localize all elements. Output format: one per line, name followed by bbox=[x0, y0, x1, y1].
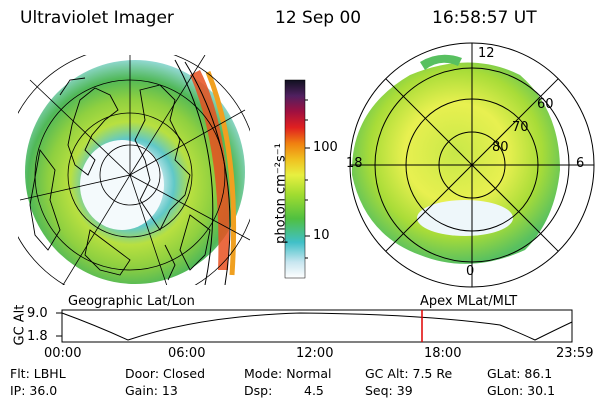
timeline-ylabel: GC Alt bbox=[12, 304, 28, 346]
right-panel-caption: Apex MLat/MLT bbox=[420, 294, 518, 309]
instrument-title: Ultraviolet Imager bbox=[20, 8, 174, 28]
status-glat: GLat: 86.1 bbox=[487, 366, 553, 381]
colorbar-tick-10: 10 bbox=[313, 228, 330, 243]
status-door: Door: Closed bbox=[125, 366, 206, 381]
left-panel-caption: Geographic Lat/Lon bbox=[68, 294, 195, 309]
status-ip: IP: 36.0 bbox=[10, 383, 58, 398]
status-dsp-label: Dsp: bbox=[244, 383, 273, 398]
timeline-xtick-1800: 18:00 bbox=[424, 346, 462, 361]
timeline-xtick-1200: 12:00 bbox=[296, 346, 334, 361]
date-label: 12 Sep 00 bbox=[275, 8, 362, 28]
timeline-ytick-high: 9.0 bbox=[27, 306, 48, 321]
timeline-xtick-2359: 23:59 bbox=[556, 346, 594, 361]
colorbar-unit-label: photon cm⁻²s⁻¹ bbox=[273, 143, 289, 244]
mlat-label-60: 60 bbox=[537, 97, 554, 112]
colorbar-tick-100: 100 bbox=[313, 140, 338, 155]
colorbar bbox=[284, 79, 306, 279]
status-mode: Mode: Normal bbox=[244, 366, 332, 381]
timeline-ytick-low: 1.8 bbox=[27, 329, 48, 344]
mlt-label-0: 0 bbox=[466, 264, 475, 279]
time-label: 16:58:57 UT bbox=[432, 8, 537, 28]
apex-polar-plot bbox=[349, 42, 595, 288]
timeline-xtick-0600: 06:00 bbox=[168, 346, 206, 361]
mlat-label-70: 70 bbox=[512, 120, 529, 135]
geographic-projection bbox=[18, 55, 250, 285]
mlt-label-18: 18 bbox=[346, 156, 363, 171]
status-gain: Gain: 13 bbox=[125, 383, 178, 398]
altitude-timeline bbox=[56, 309, 573, 343]
mlat-label-80: 80 bbox=[492, 140, 509, 155]
coastlines bbox=[29, 77, 211, 281]
timeline-xtick-0000: 00:00 bbox=[44, 346, 82, 361]
polar-cap-white bbox=[80, 140, 164, 230]
colorbar-ticks bbox=[305, 99, 310, 259]
status-gc-alt: GC Alt: 7.5 Re bbox=[365, 366, 453, 381]
status-seq: Seq: 39 bbox=[365, 383, 413, 398]
latlon-grid bbox=[18, 55, 250, 285]
mlt-label-6: 6 bbox=[576, 156, 585, 171]
status-flt: Flt: LBHL bbox=[10, 366, 66, 381]
status-dsp-value: 4.5 bbox=[304, 383, 324, 398]
mlt-label-12: 12 bbox=[478, 46, 495, 61]
nightside-oval-white bbox=[417, 200, 513, 236]
status-glon: GLon: 30.1 bbox=[487, 383, 556, 398]
dayside-glow bbox=[190, 70, 230, 270]
